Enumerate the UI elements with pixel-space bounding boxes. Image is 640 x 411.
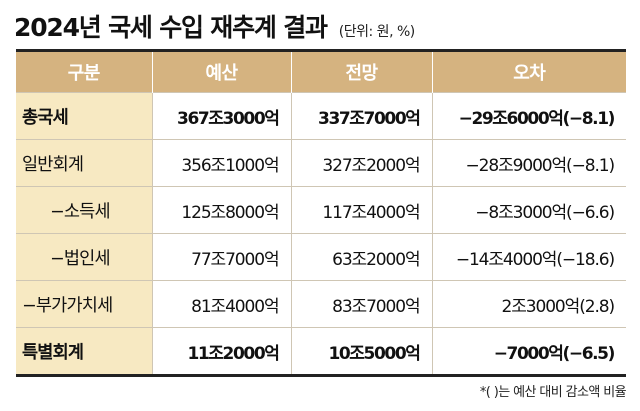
forecast-cell: 83조7000억 bbox=[290, 280, 432, 328]
budget-cell: 356조1000억 bbox=[151, 139, 291, 187]
table-row: −소득세 125조8000억 117조4000억 −8조3000억(−6.6) bbox=[16, 186, 626, 234]
row-label: −소득세 bbox=[16, 186, 152, 234]
budget-cell: 11조2000억 bbox=[151, 327, 291, 376]
table-row: 일반회계 356조1000억 327조2000억 −28조9000억(−8.1) bbox=[16, 139, 626, 187]
footnote: *( )는 예산 대비 감소액 비율 bbox=[479, 385, 627, 400]
header-error: 오차 bbox=[431, 50, 626, 93]
table-row: 총국세 367조3000억 337조7000억 −29조6000억(−8.1) bbox=[16, 92, 626, 140]
forecast-cell: 10조5000억 bbox=[290, 327, 432, 376]
row-label: −법인세 bbox=[16, 233, 152, 281]
error-cell: −7000억(−6.5) bbox=[431, 327, 626, 376]
row-label: 총국세 bbox=[16, 92, 152, 140]
row-label: −부가가치세 bbox=[16, 280, 152, 328]
row-label: 특별회계 bbox=[16, 327, 152, 376]
forecast-cell: 327조2000억 bbox=[290, 139, 432, 187]
header-row: 구분 예산 전망 오차 bbox=[16, 50, 626, 93]
header-forecast: 전망 bbox=[290, 50, 432, 93]
header-category: 구분 bbox=[16, 50, 152, 93]
error-cell: −28조9000억(−8.1) bbox=[431, 139, 626, 187]
table-row: −부가가치세 81조4000억 83조7000억 2조3000억(2.8) bbox=[16, 280, 626, 328]
error-cell: −8조3000억(−6.6) bbox=[431, 186, 626, 234]
table-row: −법인세 77조7000억 63조2000억 −14조4000억(−18.6) bbox=[16, 233, 626, 281]
budget-cell: 367조3000억 bbox=[151, 92, 291, 140]
budget-cell: 77조7000억 bbox=[151, 233, 291, 281]
table-title: 2024년 국세 수입 재추계 결과 bbox=[14, 13, 328, 42]
budget-cell: 81조4000억 bbox=[151, 280, 291, 328]
title-block: 2024년 국세 수입 재추계 결과 (단위: 원, %) bbox=[14, 8, 415, 44]
forecast-cell: 63조2000억 bbox=[290, 233, 432, 281]
row-label: 일반회계 bbox=[16, 139, 152, 187]
error-cell: −29조6000억(−8.1) bbox=[431, 92, 626, 140]
forecast-cell: 117조4000억 bbox=[290, 186, 432, 234]
table-row: 특별회계 11조2000억 10조5000억 −7000억(−6.5) bbox=[16, 327, 626, 376]
unit-note: (단위: 원, %) bbox=[338, 24, 415, 40]
tax-revenue-table: 구분 예산 전망 오차 총국세 367조3000억 337조7000억 −29조… bbox=[16, 49, 626, 377]
forecast-cell: 337조7000억 bbox=[290, 92, 432, 140]
error-cell: 2조3000억(2.8) bbox=[431, 280, 626, 328]
budget-cell: 125조8000억 bbox=[151, 186, 291, 234]
error-cell: −14조4000억(−18.6) bbox=[431, 233, 626, 281]
header-budget: 예산 bbox=[151, 50, 291, 93]
